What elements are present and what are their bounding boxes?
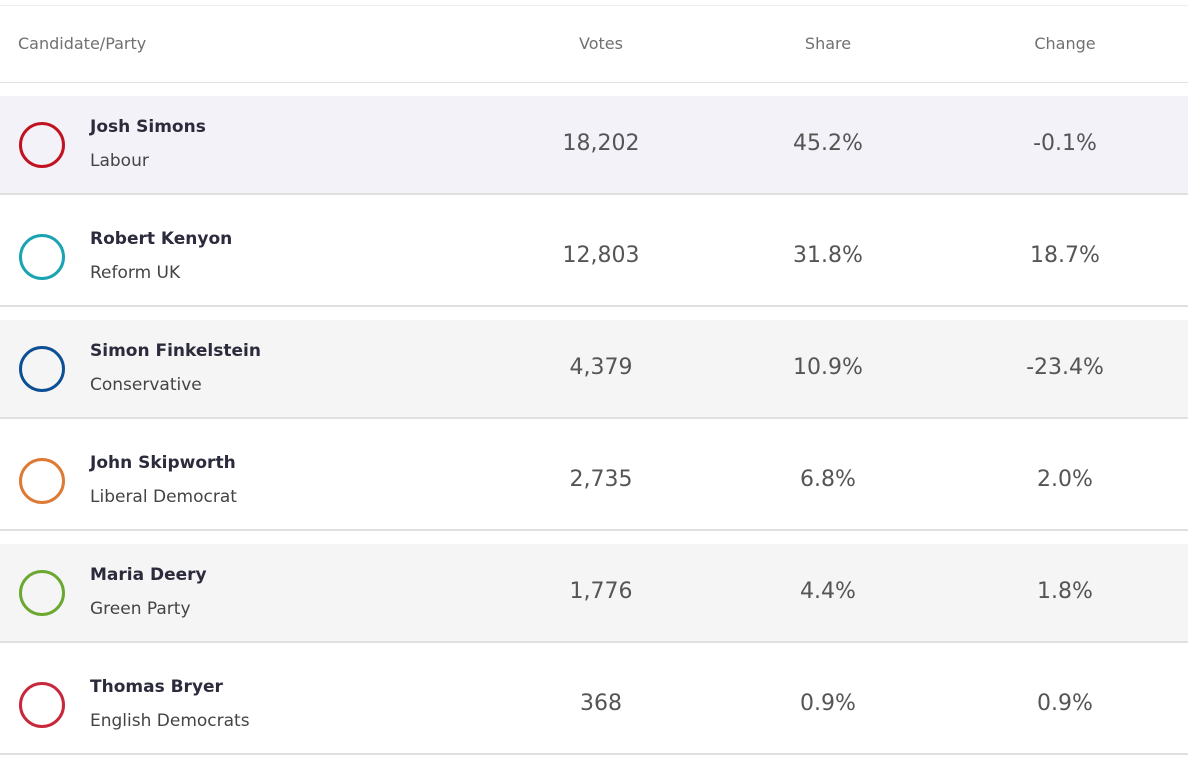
party-color-ring (19, 234, 65, 280)
party-name: Liberal Democrat (90, 487, 237, 507)
candidate-name: Maria Deery (90, 565, 207, 585)
header-votes: Votes (579, 34, 623, 53)
share: 10.9% (793, 355, 863, 380)
change: 1.8% (1037, 579, 1093, 604)
votes: 4,379 (569, 355, 633, 380)
candidate-row: Josh Simons Labour 18,202 45.2% -0.1% (0, 96, 1188, 195)
share: 4.4% (800, 579, 856, 604)
party-name: Reform UK (90, 263, 181, 283)
table-header: Candidate/Party Votes Share Change (0, 5, 1188, 83)
candidate-name: Robert Kenyon (90, 229, 233, 249)
party-name: Green Party (90, 599, 191, 619)
party-color-ring (19, 346, 65, 392)
header-change: Change (1034, 34, 1096, 53)
change: -0.1% (1033, 131, 1097, 156)
votes: 1,776 (569, 579, 633, 604)
candidate-row: Maria Deery Green Party 1,776 4.4% 1.8% (0, 544, 1188, 643)
header-candidate: Candidate/Party (18, 34, 147, 53)
candidate-name: Simon Finkelstein (90, 341, 261, 361)
candidate-row: Simon Finkelstein Conservative 4,379 10.9% -… (0, 320, 1188, 419)
change: 2.0% (1037, 467, 1093, 492)
votes: 368 (580, 691, 622, 716)
party-name: Conservative (90, 375, 202, 395)
party-color-ring (19, 682, 65, 728)
candidate-name: John Skipworth (90, 453, 236, 473)
change: 18.7% (1030, 243, 1100, 268)
share: 6.8% (800, 467, 856, 492)
candidate-row: Robert Kenyon Reform UK 12,803 31.8% 18.7% (0, 208, 1188, 307)
candidate-row: Thomas Bryer English Democrats 368 0.9% 0.9% (0, 656, 1188, 755)
party-name: English Democrats (90, 711, 250, 731)
votes: 12,803 (562, 243, 640, 268)
votes: 2,735 (569, 467, 633, 492)
party-color-ring (19, 570, 65, 616)
share: 0.9% (800, 691, 856, 716)
candidate-row: John Skipworth Liberal Democrat 2,735 6.8% 2… (0, 432, 1188, 531)
votes: 18,202 (562, 131, 640, 156)
party-name: Labour (90, 151, 149, 171)
share: 45.2% (793, 131, 863, 156)
candidate-name: Josh Simons (90, 117, 206, 137)
candidate-name: Thomas Bryer (90, 677, 223, 697)
header-share: Share (804, 34, 852, 53)
change: 0.9% (1037, 691, 1093, 716)
share: 31.8% (793, 243, 863, 268)
party-color-ring (19, 122, 65, 168)
party-color-ring (19, 458, 65, 504)
change: -23.4% (1026, 355, 1104, 380)
